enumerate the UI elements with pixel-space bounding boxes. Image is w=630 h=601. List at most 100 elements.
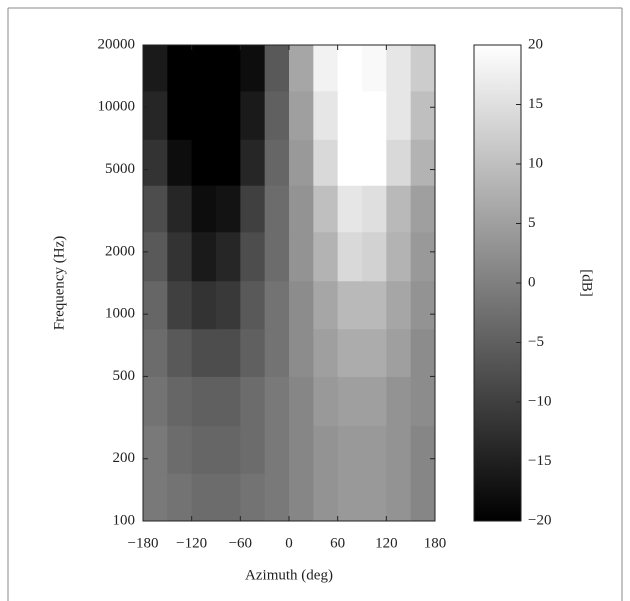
heatmap-cell [240,231,266,282]
x-tick-label: 0 [285,535,293,551]
colorbar-tick-label: 20 [528,36,543,52]
heatmap-cell [143,90,168,140]
heatmap-cell [191,231,217,282]
heatmap-cell [167,328,193,377]
heatmap-cell [410,376,436,426]
heatmap-cell [313,473,339,522]
heatmap-cell [240,280,266,330]
heatmap-cell [143,376,168,426]
heatmap-cell [191,139,217,186]
colorbar-tick-label: −20 [528,512,551,528]
heatmap-cell [289,231,314,282]
heatmap-cell [289,139,314,186]
heatmap-cell [337,280,363,330]
heatmap-cell [410,473,436,522]
heatmap-cell [410,185,436,233]
heatmap-cell [386,90,412,140]
heatmap-cell [191,280,217,330]
heatmap-cell [264,280,290,330]
heatmap-cell [362,90,387,140]
colorbar-tick-label: −5 [528,334,544,350]
heatmap-cell [410,231,436,282]
heatmap-cell [167,139,193,186]
heatmap-cell [216,45,241,92]
heatmap-cell [167,231,193,282]
colorbar-tick-label: 15 [528,96,543,112]
y-tick-label: 200 [113,450,136,466]
y-tick-label: 10000 [98,99,136,115]
heatmap-cell [191,473,217,522]
heatmap-cell [167,90,193,140]
y-axis-label: Frequency (Hz) [51,236,67,331]
heatmap-cell [386,139,412,186]
heatmap-cell [410,280,436,330]
heatmap-cell [313,185,339,233]
heatmap-cell [143,185,168,233]
heatmap-cell [337,376,363,426]
heatmap-cell [240,328,266,377]
heatmap-cell [289,328,314,377]
heatmap-cell [240,90,266,140]
x-tick-label: 180 [424,535,447,551]
heatmap-cell [240,376,266,426]
heatmap-cell [167,473,193,522]
heatmap-cell [337,231,363,282]
heatmap-cell [289,425,314,474]
heatmap-cell [143,328,168,377]
heatmap-cell [289,90,314,140]
heatmap-cell [216,90,241,140]
colorbar-tick-label: 5 [528,215,536,231]
heatmap-cell [362,185,387,233]
heatmap-cell [386,425,412,474]
heatmap-cell [216,473,241,522]
heatmap-cell [167,425,193,474]
heatmap-cell [216,425,241,474]
heatmap-cell [386,45,412,92]
heatmap-cell [313,139,339,186]
heatmap-cell [143,425,168,474]
y-tick-label: 5000 [105,161,135,177]
colorbar-tick-label: 0 [528,274,536,290]
heatmap-cell [313,45,339,92]
heatmap-cell [386,231,412,282]
heatmap-cell [216,185,241,233]
colorbar-tick-label: −15 [528,453,551,469]
heatmap-cell [289,473,314,522]
heatmap-cell [240,185,266,233]
heatmap-cell [313,90,339,140]
heatmap-cell [240,425,266,474]
heatmap-cell [337,45,363,92]
heatmap-cell [386,185,412,233]
heatmap-cell [216,231,241,282]
heatmap-cell [289,185,314,233]
heatmap-cell [386,473,412,522]
colorbar [473,44,522,522]
heatmap-cell [410,328,436,377]
heatmap-cell [191,90,217,140]
heatmap-cell [362,139,387,186]
heatmap-cell [240,139,266,186]
heatmap-cell [167,376,193,426]
heatmap-cell [240,45,266,92]
heatmap-cell [313,376,339,426]
heatmap-cell [289,45,314,92]
y-tick-label: 100 [113,512,136,528]
colorbar-label: [dB] [579,269,595,297]
heatmap-cell [143,280,168,330]
y-tick-label: 1000 [105,306,135,322]
heatmap-cell [191,328,217,377]
heatmap-cell [143,45,168,92]
heatmap-cell [264,90,290,140]
heatmap-cell [216,376,241,426]
heatmap-cell [410,139,436,186]
heatmap-cell [216,139,241,186]
heatmap-cell [191,376,217,426]
colorbar-tick-label: 10 [528,155,543,171]
heatmap-cell [337,90,363,140]
heatmap-cell [337,185,363,233]
heatmap-cell [191,425,217,474]
heatmap-cell [313,231,339,282]
heatmap-cell [167,280,193,330]
heatmap-cell [143,231,168,282]
